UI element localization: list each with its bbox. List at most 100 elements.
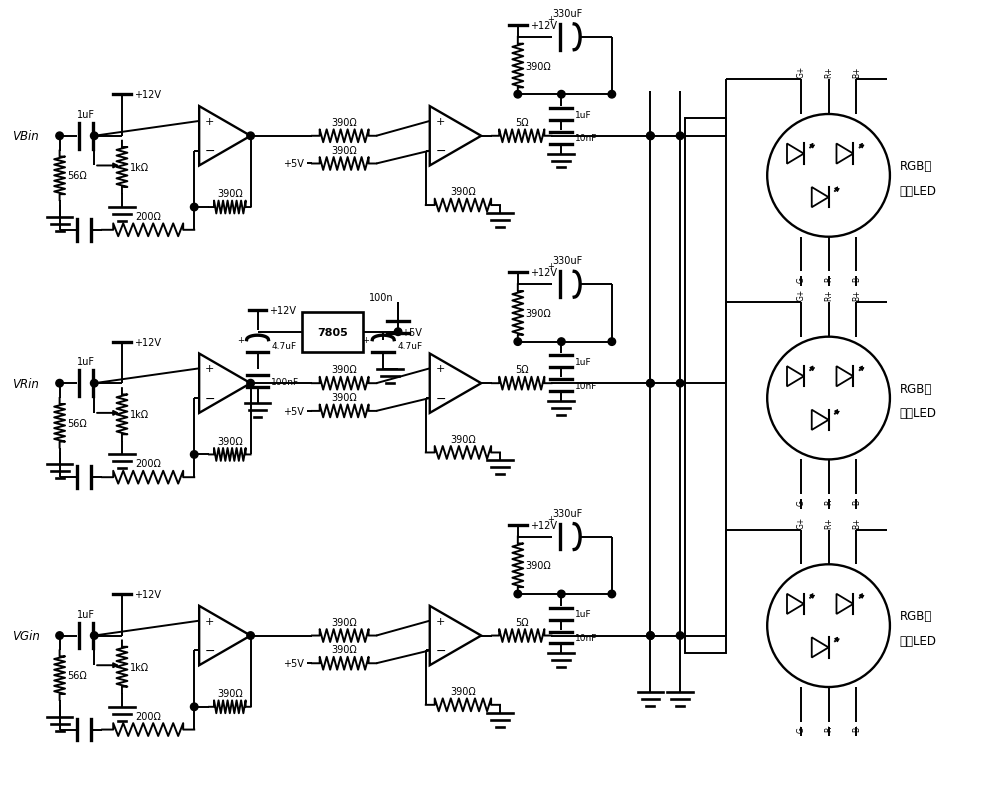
Text: R+: R+ [824, 516, 833, 528]
Text: 1uF: 1uF [77, 110, 95, 120]
Text: 10nF: 10nF [575, 381, 598, 390]
Circle shape [514, 338, 522, 346]
Text: 1uF: 1uF [77, 609, 95, 619]
Text: +: + [205, 364, 214, 374]
Text: R-: R- [824, 274, 833, 282]
Text: R-: R- [824, 724, 833, 732]
Text: B-: B- [852, 496, 861, 504]
Text: VRin: VRin [12, 377, 39, 390]
Circle shape [647, 632, 654, 639]
Circle shape [90, 380, 98, 388]
Text: RGB型: RGB型 [900, 609, 932, 622]
Text: −: − [436, 644, 446, 657]
Text: 1uF: 1uF [575, 609, 592, 618]
Text: 7805: 7805 [317, 328, 348, 337]
Text: +5V: +5V [283, 406, 304, 417]
Text: 390Ω: 390Ω [217, 436, 243, 446]
Text: G-: G- [796, 724, 805, 732]
Text: +12V: +12V [530, 520, 557, 530]
Text: 390Ω: 390Ω [450, 434, 476, 444]
Text: 10nF: 10nF [575, 634, 598, 642]
Text: +: + [205, 116, 214, 127]
Text: G+: G+ [796, 66, 805, 78]
Circle shape [608, 590, 616, 598]
Circle shape [647, 632, 654, 639]
Circle shape [608, 92, 616, 99]
Text: +: + [547, 262, 554, 271]
Text: 白光LED: 白光LED [900, 407, 937, 420]
Text: 390Ω: 390Ω [526, 62, 551, 71]
Text: 390Ω: 390Ω [331, 645, 357, 654]
Text: 390Ω: 390Ω [331, 365, 357, 375]
Text: +12V: +12V [134, 589, 161, 599]
Circle shape [647, 132, 654, 141]
Text: VGin: VGin [12, 630, 40, 642]
Text: +5V: +5V [401, 328, 422, 337]
Text: +12V: +12V [530, 21, 557, 31]
Text: 56Ω: 56Ω [68, 171, 87, 181]
Text: 4.7uF: 4.7uF [397, 341, 422, 351]
Text: 1kΩ: 1kΩ [130, 662, 149, 672]
Text: +12V: +12V [134, 337, 161, 347]
Text: 100n: 100n [369, 292, 394, 303]
Text: B+: B+ [852, 289, 861, 300]
Text: 390Ω: 390Ω [526, 560, 551, 571]
Circle shape [647, 380, 654, 388]
Text: R+: R+ [824, 67, 833, 78]
Circle shape [647, 132, 654, 141]
Text: 4.7uF: 4.7uF [271, 341, 297, 351]
Text: −: − [205, 145, 216, 158]
Text: 1uF: 1uF [77, 357, 95, 367]
Text: 5Ω: 5Ω [515, 118, 529, 128]
Circle shape [190, 204, 198, 211]
Text: R+: R+ [824, 289, 833, 300]
Text: 330uF: 330uF [552, 9, 582, 19]
Text: +12V: +12V [134, 90, 161, 100]
Text: 1kΩ: 1kΩ [130, 410, 149, 420]
Circle shape [56, 632, 63, 639]
Text: 10nF: 10nF [575, 134, 598, 143]
Text: +: + [547, 514, 554, 523]
Circle shape [90, 632, 98, 639]
Circle shape [514, 92, 522, 99]
Text: 白光LED: 白光LED [900, 634, 937, 647]
Text: 390Ω: 390Ω [450, 187, 476, 197]
Text: 330uF: 330uF [552, 508, 582, 518]
Circle shape [90, 132, 98, 141]
Text: 56Ω: 56Ω [68, 671, 87, 680]
Text: 390Ω: 390Ω [331, 393, 357, 402]
Text: G+: G+ [796, 516, 805, 528]
Circle shape [247, 632, 254, 639]
Text: RGB型: RGB型 [900, 382, 932, 395]
Text: 白光LED: 白光LED [900, 185, 937, 198]
Circle shape [56, 380, 63, 388]
Bar [685, 119, 726, 654]
Text: +: + [237, 336, 244, 344]
Text: R-: R- [824, 496, 833, 504]
Text: 390Ω: 390Ω [217, 688, 243, 698]
Circle shape [558, 338, 565, 346]
Circle shape [647, 380, 654, 388]
Text: 56Ω: 56Ω [68, 418, 87, 428]
Circle shape [676, 132, 684, 141]
Circle shape [190, 703, 198, 711]
Text: VBin: VBin [12, 130, 39, 143]
Text: G+: G+ [796, 288, 805, 300]
Text: −: − [205, 392, 216, 405]
Text: 200Ω: 200Ω [135, 459, 161, 469]
Text: +5V: +5V [283, 159, 304, 169]
Text: +: + [362, 336, 369, 344]
Text: 5Ω: 5Ω [515, 617, 529, 627]
Text: +: + [436, 364, 445, 374]
Text: −: − [205, 644, 216, 657]
Circle shape [247, 380, 254, 388]
Text: 390Ω: 390Ω [526, 308, 551, 319]
Text: 390Ω: 390Ω [331, 145, 357, 156]
Text: +12V: +12V [530, 268, 557, 278]
Text: B-: B- [852, 274, 861, 282]
Text: 200Ω: 200Ω [135, 212, 161, 222]
Text: G-: G- [796, 274, 805, 283]
Circle shape [558, 590, 565, 598]
Text: −: − [436, 145, 446, 158]
Text: 200Ω: 200Ω [135, 711, 161, 721]
